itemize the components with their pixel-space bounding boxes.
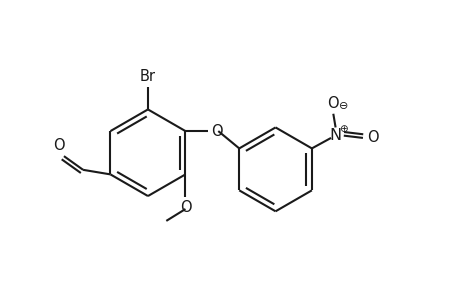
- Text: O: O: [327, 96, 338, 111]
- Text: O: O: [179, 200, 191, 215]
- Text: Br: Br: [140, 69, 156, 84]
- Text: O: O: [52, 138, 64, 153]
- Text: ⊖: ⊖: [338, 100, 347, 111]
- Text: ⊕: ⊕: [339, 124, 347, 134]
- Text: O: O: [367, 130, 378, 146]
- Text: O: O: [211, 124, 223, 139]
- Text: N: N: [329, 128, 341, 143]
